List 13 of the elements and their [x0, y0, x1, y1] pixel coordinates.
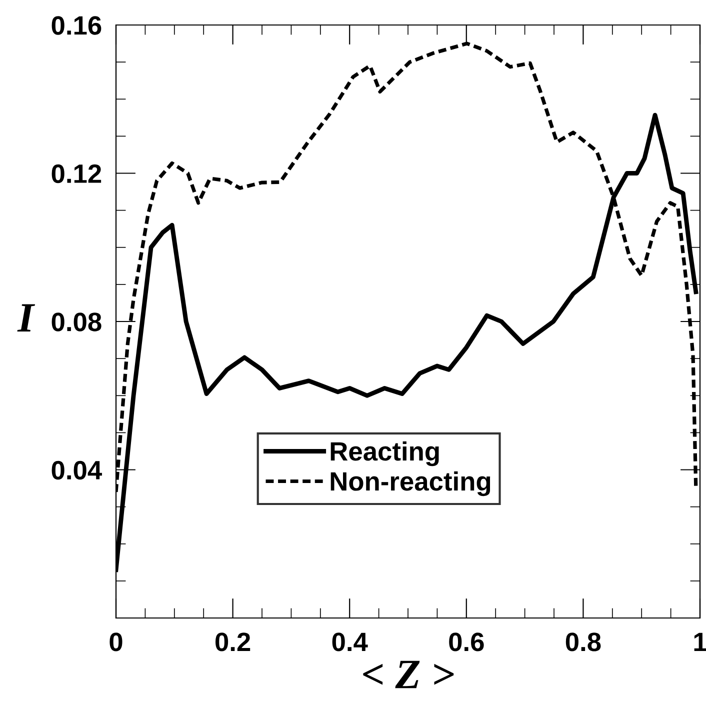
x-axis-title: < Z >	[363, 660, 454, 688]
x-tick-label: 0.6	[449, 632, 484, 652]
y-tick-label: 0.12	[52, 164, 102, 184]
y-axis-title: I	[17, 304, 36, 332]
x-tick-label: 0.8	[566, 632, 601, 652]
legend-label: Reacting	[330, 441, 439, 466]
x-tick-label: 0.4	[332, 632, 368, 652]
x-tick-label: 0	[110, 632, 122, 652]
y-tick-label: 0.04	[52, 460, 102, 480]
x-tick-label: 0.2	[216, 632, 250, 652]
y-tick-label: 0.08	[52, 312, 102, 332]
y-tick-label: 0.16	[52, 16, 102, 35]
legend-label: Non-reacting	[330, 471, 490, 496]
